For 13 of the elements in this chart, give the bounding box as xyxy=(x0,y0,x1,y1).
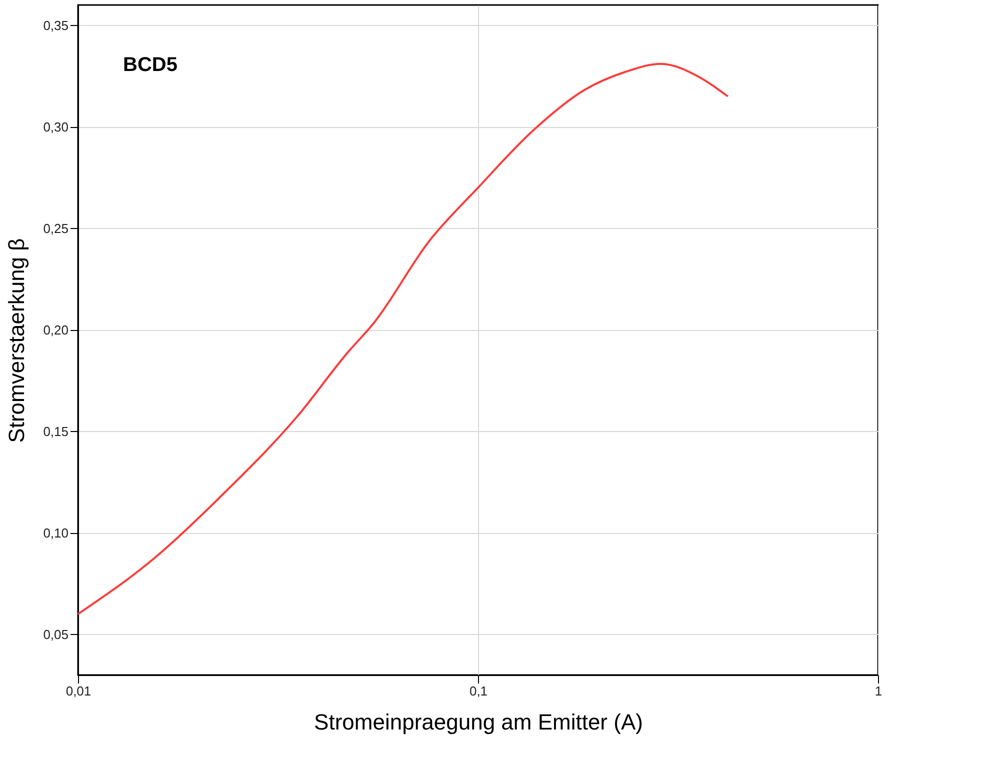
y-tick-label: 0,10 xyxy=(43,525,68,540)
y-tick-label: 0,15 xyxy=(43,424,68,439)
x-tick-label: 1 xyxy=(874,684,882,698)
x-tick-label: 0,01 xyxy=(66,684,92,698)
y-tick-label: 0,20 xyxy=(43,322,68,338)
y-tick-label: 0,05 xyxy=(43,626,68,642)
y-tick-label: 0,25 xyxy=(43,220,68,236)
x-axis-title: Stromeinpraegung am Emitter (A) xyxy=(314,710,643,734)
y-axis-title: Stromverstaerkung β xyxy=(4,238,30,443)
x-tick-label: 0,1 xyxy=(469,684,488,698)
y-tick-label: 0,30 xyxy=(43,119,68,134)
annotation: BCD5 xyxy=(123,54,178,76)
y-tick-label: 0,35 xyxy=(43,18,68,33)
